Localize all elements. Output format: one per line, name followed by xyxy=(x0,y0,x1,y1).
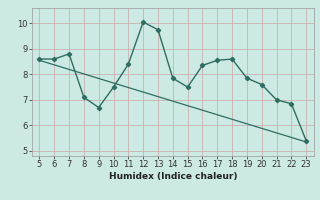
X-axis label: Humidex (Indice chaleur): Humidex (Indice chaleur) xyxy=(108,172,237,181)
